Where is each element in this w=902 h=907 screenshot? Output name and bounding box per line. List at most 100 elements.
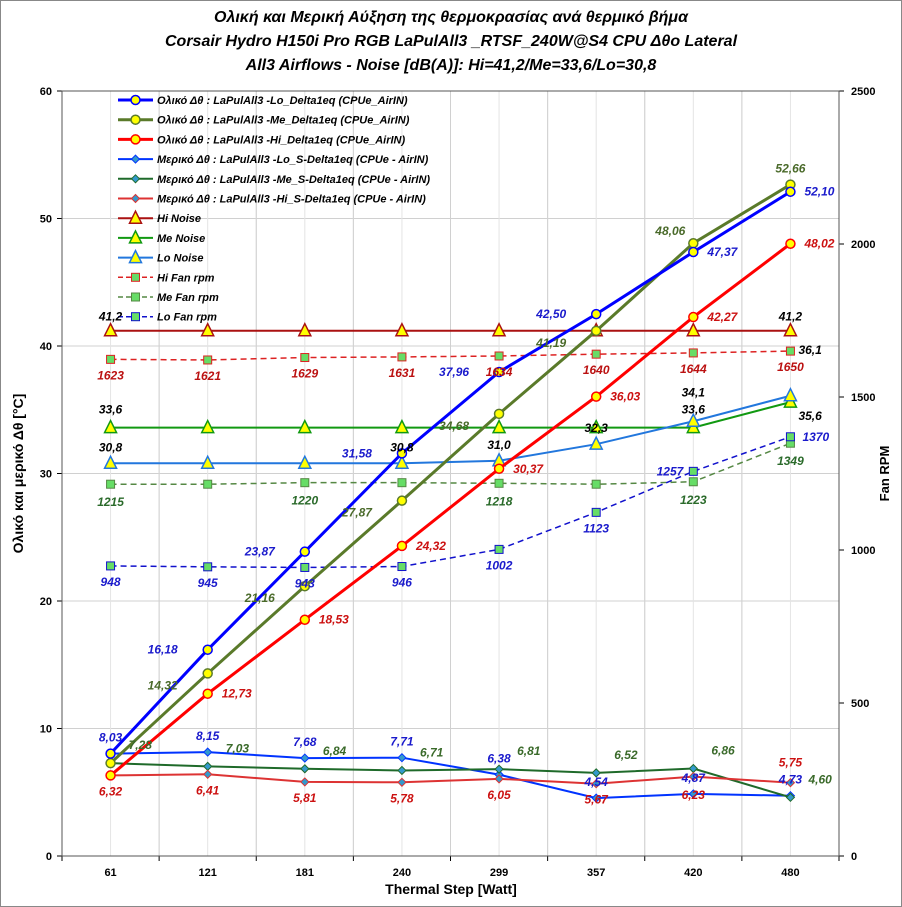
data-point-11 — [300, 562, 310, 572]
y2-tick-label: 1500 — [851, 392, 875, 404]
data-point-1 — [299, 580, 311, 592]
legend-entry: Me Noise — [157, 233, 205, 245]
data-label: 946 — [392, 576, 412, 590]
data-label: 6,41 — [196, 783, 220, 797]
data-point-5 — [591, 779, 601, 789]
data-label: 4,87 — [681, 771, 707, 785]
x-tick-label: 480 — [781, 867, 799, 879]
legend-marker — [128, 209, 143, 224]
data-label: 6,81 — [517, 744, 541, 758]
data-label: 36,03 — [610, 390, 640, 404]
data-label: 48,02 — [803, 237, 834, 251]
data-label: 1623 — [97, 368, 124, 382]
data-label: 1631 — [389, 366, 416, 380]
x-tick-label: 181 — [296, 867, 314, 879]
y-tick-label: 0 — [46, 851, 52, 863]
legend-marker — [130, 154, 141, 164]
data-point-4 — [591, 768, 601, 778]
data-point-6 — [783, 322, 798, 337]
data-point-11 — [591, 507, 601, 517]
data-label: 47,37 — [706, 245, 738, 259]
series-line-11 — [110, 436, 791, 569]
data-point-6 — [686, 322, 701, 337]
data-label: 34,1 — [682, 386, 706, 400]
y2-axis-label: Fan RPM — [877, 446, 892, 502]
data-label: 6,52 — [614, 748, 638, 762]
data-label: 4,54 — [584, 775, 609, 789]
data-point-7 — [588, 418, 604, 434]
data-point-0 — [202, 644, 213, 655]
legend-entry: Μερικό Δθ : LaPulAll3 -Me_S-Delta1eq (CP… — [157, 174, 430, 186]
data-point-11 — [494, 544, 504, 554]
data-point-7 — [491, 418, 507, 434]
data-label: 52,10 — [804, 185, 834, 199]
data-label: 37,96 — [439, 365, 469, 379]
data-label: 18,53 — [319, 613, 349, 627]
data-label: 16,18 — [148, 643, 178, 657]
legend-entry: Hi Noise — [157, 213, 201, 225]
data-point-4 — [397, 765, 407, 776]
data-point-0 — [396, 448, 408, 459]
data-label: 1644 — [680, 362, 707, 376]
data-label: 1220 — [291, 494, 318, 508]
legend-marker — [131, 292, 140, 302]
legend-entry: Hi Fan rpm — [157, 272, 215, 284]
data-point-0 — [590, 308, 602, 320]
legend-marker — [130, 134, 141, 145]
data-point-9 — [591, 349, 601, 359]
data-point-10 — [397, 478, 407, 488]
data-label: 41,19 — [535, 336, 566, 350]
series-line-3 — [110, 751, 791, 800]
legend-marker — [131, 272, 140, 282]
data-point-6 — [491, 322, 507, 337]
data-label: 4,60 — [807, 772, 832, 786]
data-point-4 — [300, 764, 310, 774]
data-point-3 — [688, 789, 699, 799]
data-label: 41,2 — [98, 310, 123, 324]
data-point-6 — [297, 322, 313, 337]
data-point-5 — [785, 777, 796, 788]
data-point-10 — [300, 478, 310, 488]
data-point-8 — [394, 454, 410, 470]
data-point-0 — [299, 546, 311, 557]
data-label: 1621 — [194, 369, 221, 383]
legend-marker — [130, 174, 141, 184]
y2-tick-label: 1000 — [851, 545, 875, 557]
data-point-5 — [202, 769, 213, 779]
x-tick-label: 121 — [199, 867, 217, 879]
data-label: 945 — [198, 576, 218, 590]
series-line-0 — [109, 190, 792, 755]
data-label: 6,86 — [711, 744, 735, 758]
data-label: 33,6 — [99, 403, 123, 417]
data-label: 42,50 — [535, 307, 566, 321]
data-point-3 — [397, 752, 407, 763]
data-label: 24,32 — [415, 539, 446, 553]
legend-entry: Lo Fan rpm — [157, 312, 217, 324]
data-point-9 — [688, 348, 698, 358]
data-label: 5,81 — [293, 791, 317, 805]
data-label: 30,37 — [513, 462, 544, 476]
data-label: 6,32 — [99, 784, 123, 798]
data-point-6 — [200, 322, 215, 337]
legend-marker — [128, 248, 143, 264]
data-point-3 — [202, 747, 213, 757]
legend-marker — [130, 94, 141, 106]
data-point-0 — [785, 186, 796, 197]
data-point-5 — [300, 777, 310, 787]
data-point-10 — [688, 477, 698, 487]
data-point-8 — [783, 387, 798, 402]
data-label: 30,8 — [99, 440, 123, 454]
series-line-1 — [109, 183, 792, 765]
data-point-6 — [103, 322, 118, 337]
data-label: 5,78 — [390, 791, 414, 805]
data-point-1 — [688, 237, 699, 249]
data-point-11 — [688, 466, 698, 476]
data-label: 31,0 — [487, 438, 511, 452]
data-point-9 — [494, 351, 504, 361]
data-label: 4,73 — [778, 773, 803, 787]
data-label: 1218 — [486, 494, 513, 508]
data-point-7 — [103, 418, 118, 434]
data-label: 21,16 — [244, 591, 275, 605]
data-point-2 — [688, 311, 699, 323]
data-point-1 — [105, 757, 116, 769]
